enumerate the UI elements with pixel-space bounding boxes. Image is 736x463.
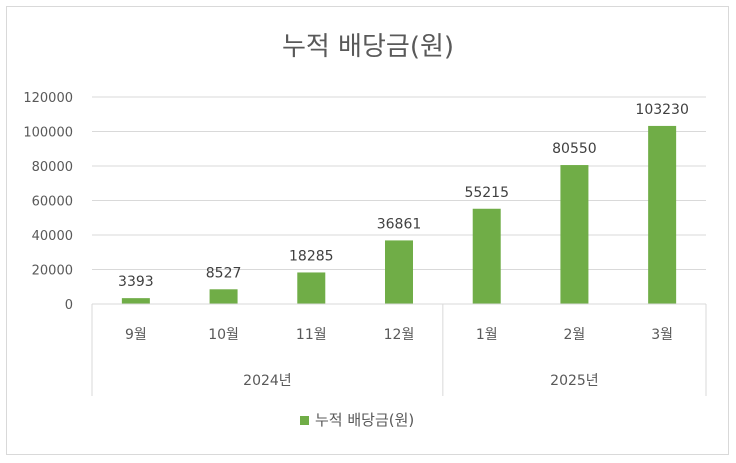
x-tick-label: 9월	[125, 327, 147, 343]
y-axis-tick-labels: 0 20000 40000 60000 80000 100000 120000	[23, 91, 73, 313]
chart-title: 누적 배당금(원)	[282, 32, 454, 62]
chart-border	[6, 6, 729, 455]
group-label: 2024년	[243, 373, 292, 389]
x-tick-label: 12월	[384, 327, 415, 343]
y-tick-label: 60000	[32, 195, 73, 210]
x-tick-label: 1월	[476, 327, 498, 343]
y-tick-label: 0	[65, 298, 73, 313]
bar	[121, 298, 150, 304]
y-tick-label: 120000	[23, 91, 73, 106]
x-axis: 9월 10월 11월 12월 1월 2월 3월 2024년 2025년	[91, 303, 707, 396]
bar	[472, 208, 501, 304]
bar	[385, 240, 413, 304]
legend-label: 누적 배당금(원)	[315, 411, 414, 429]
data-label: 3393	[118, 274, 154, 290]
x-tick-label: 3월	[651, 327, 673, 343]
data-label: 55215	[464, 185, 509, 201]
gridlines	[92, 96, 706, 270]
x-tick-label: 10월	[208, 327, 239, 343]
y-tick-label: 40000	[32, 229, 73, 244]
data-label: 18285	[289, 248, 334, 264]
x-tick-label: 2월	[564, 327, 586, 343]
bar	[648, 125, 677, 304]
bar	[560, 165, 589, 304]
bars	[121, 125, 677, 304]
data-label: 36861	[377, 216, 422, 232]
data-labels: 3393 8527 18285 36861 55215 80550 103230	[118, 102, 689, 290]
x-tick-label: 11월	[296, 327, 327, 343]
data-label: 103230	[635, 102, 688, 118]
bar	[209, 289, 238, 304]
data-label: 80550	[552, 141, 597, 157]
y-tick-label: 20000	[32, 264, 73, 279]
y-tick-label: 100000	[23, 126, 73, 141]
data-label: 8527	[206, 265, 242, 281]
legend-swatch	[300, 416, 309, 425]
y-tick-label: 80000	[32, 160, 73, 175]
legend: 누적 배당금(원)	[300, 411, 414, 429]
bar	[297, 272, 326, 304]
group-label: 2025년	[550, 373, 599, 389]
